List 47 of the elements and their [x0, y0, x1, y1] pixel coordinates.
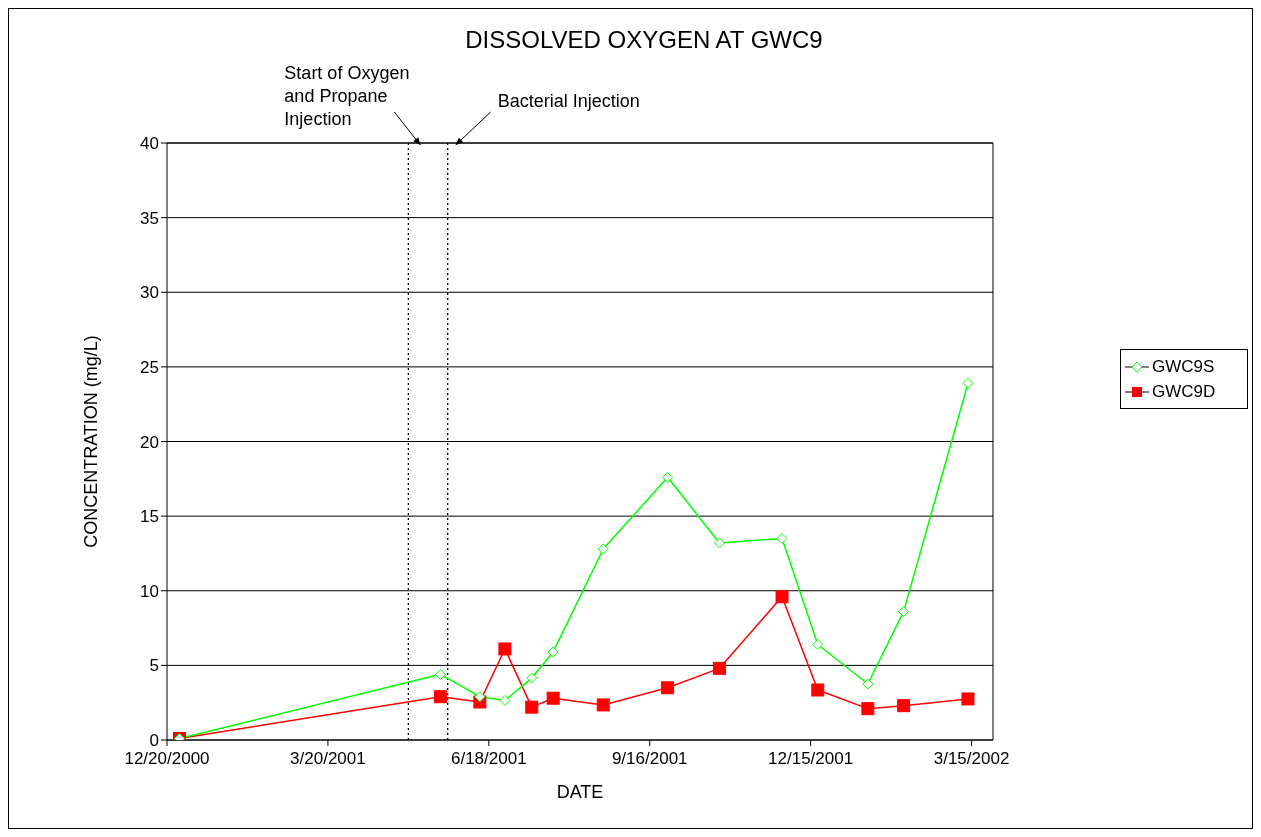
point — [862, 678, 874, 690]
point — [474, 691, 486, 703]
point — [897, 699, 911, 713]
x-tick-label: 12/20/2000 — [124, 749, 210, 769]
x-tick-label: 3/20/2001 — [290, 749, 366, 769]
legend-label: GWC9S — [1152, 356, 1215, 377]
ref-line-label: Start of Oxygen and Propane Injection — [284, 63, 410, 129]
y-tick-label: 5 — [149, 656, 159, 676]
y-axis-title: CONCENTRATION (mg/L) — [81, 335, 102, 548]
y-tick-label: 10 — [140, 581, 159, 601]
point — [861, 702, 875, 716]
y-tick-label: 25 — [140, 357, 159, 377]
x-tick-label: 6/18/2001 — [451, 749, 527, 769]
point — [962, 377, 974, 389]
point — [547, 646, 559, 658]
x-tick-label: 3/15/2002 — [933, 749, 1010, 769]
point — [961, 692, 975, 706]
y-tick-label: 15 — [140, 507, 159, 527]
y-tick-label: 40 — [140, 134, 159, 154]
point — [776, 533, 788, 545]
point — [812, 638, 824, 650]
chart-title: DISSOLVED OXYGEN AT GWC9 — [464, 26, 824, 54]
point — [434, 690, 448, 704]
y-tick-label: 35 — [140, 208, 159, 228]
point — [713, 537, 725, 549]
point — [898, 606, 910, 618]
point — [712, 661, 726, 675]
x-tick-label: 9/16/2001 — [611, 749, 688, 769]
point — [597, 543, 609, 555]
legend-label: GWC9D — [1152, 381, 1216, 402]
point — [526, 672, 538, 684]
point — [546, 691, 560, 705]
y-tick-label: 0 — [149, 731, 159, 751]
point — [661, 681, 675, 695]
point — [499, 694, 511, 706]
point — [775, 590, 789, 604]
ref-line-label: Bacterial Injection — [497, 91, 640, 111]
point — [596, 698, 610, 712]
point — [435, 668, 447, 680]
point — [662, 471, 674, 483]
y-tick-label: 20 — [140, 432, 159, 452]
point — [498, 642, 512, 656]
point — [811, 683, 825, 697]
point — [525, 700, 539, 714]
y-tick-label: 30 — [140, 283, 159, 303]
x-tick-label: 12/15/2001 — [768, 749, 854, 769]
x-axis-title: DATE — [556, 782, 604, 802]
